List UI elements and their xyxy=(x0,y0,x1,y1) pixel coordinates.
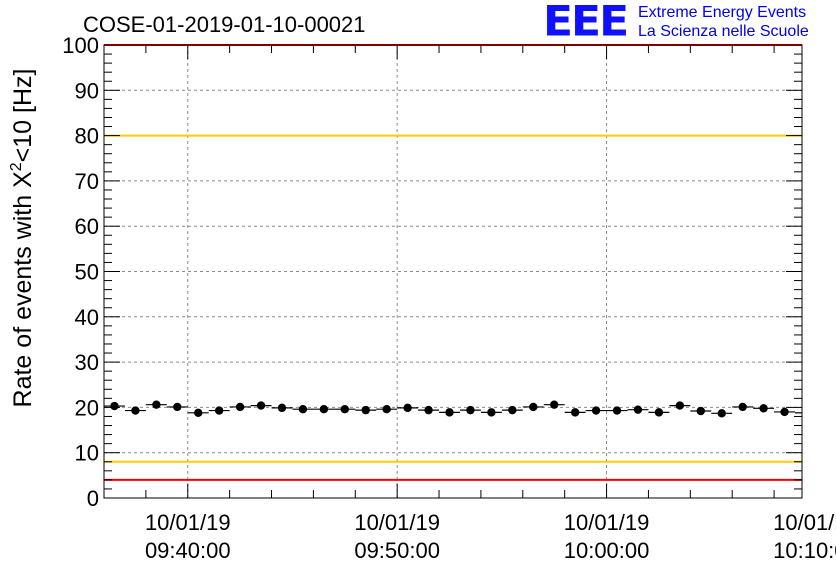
data-point xyxy=(256,401,266,410)
data-point xyxy=(424,405,433,415)
y-tick-label: 0 xyxy=(87,486,99,511)
data-point xyxy=(382,405,391,414)
data-point xyxy=(696,406,705,416)
y-tick-label: 50 xyxy=(75,260,99,285)
x-tick-label-date: 10/01/19 xyxy=(773,510,836,535)
x-tick-label-date: 10/01/19 xyxy=(354,510,440,535)
y-tick-label: 100 xyxy=(62,33,99,58)
data-point xyxy=(759,404,768,413)
data-point xyxy=(361,405,370,415)
data-point xyxy=(738,402,747,412)
data-point xyxy=(235,402,245,412)
data-point xyxy=(633,405,643,414)
x-tick-label-date: 10/01/19 xyxy=(145,510,231,535)
chart-title: COSE-01-2019-01-10-00021 xyxy=(83,12,366,37)
axes: 0 10 20 30 40 50 60 70 80 90 100 10/01/19 09:40:00 10… xyxy=(62,33,836,563)
data-point xyxy=(466,405,475,415)
y-tick-label: 10 xyxy=(75,441,99,466)
data-point xyxy=(110,401,119,411)
data-point xyxy=(508,405,517,415)
y-axis-label-base: Rate of events with X xyxy=(9,171,37,408)
x-tick-label-time: 09:40:00 xyxy=(145,538,231,563)
data-point xyxy=(487,408,496,417)
data-point xyxy=(591,406,601,415)
y-tick-label: 60 xyxy=(75,214,99,239)
data-point xyxy=(173,402,182,412)
y-tick-label: 70 xyxy=(75,169,99,194)
y-tick-label: 30 xyxy=(75,350,99,375)
data-point xyxy=(612,406,622,415)
data-point xyxy=(654,408,664,417)
eee-logo-mark: EEE xyxy=(543,0,629,46)
x-tick-label-time: 10:10:00 xyxy=(773,538,836,563)
data-point xyxy=(675,401,685,410)
grid-lines xyxy=(104,45,802,498)
data-point xyxy=(340,405,350,414)
y-axis-label: Rate of events with X2<10 [Hz] xyxy=(8,69,37,408)
eee-logo-line1: Extreme Energy Events xyxy=(638,4,807,21)
y-axis-label-sup: 2 xyxy=(8,162,25,171)
y-tick-label: 20 xyxy=(75,395,99,420)
data-point xyxy=(214,406,224,415)
data-point xyxy=(570,408,580,417)
data-point xyxy=(194,408,203,418)
data-point xyxy=(319,405,329,414)
data-series xyxy=(104,400,802,418)
y-tick-label: 80 xyxy=(75,124,99,149)
x-tick-label-time: 09:50:00 xyxy=(354,538,440,563)
data-point xyxy=(780,407,789,417)
data-point xyxy=(445,408,454,417)
y-axis-label-tail: <10 [Hz] xyxy=(9,69,37,163)
data-point xyxy=(550,400,559,409)
data-point xyxy=(277,403,287,413)
eee-logo-line2: La Scienza nelle Scuole xyxy=(638,23,809,40)
data-point xyxy=(529,402,538,412)
data-point xyxy=(717,409,726,418)
data-point xyxy=(298,405,308,414)
data-point xyxy=(152,400,161,409)
eee-logo: EEE Extreme Energy Events La Scienza nel… xyxy=(543,0,833,46)
data-point xyxy=(403,403,412,413)
x-tick-label-date: 10/01/19 xyxy=(564,510,650,535)
x-tick-label-time: 10:00:00 xyxy=(564,538,650,563)
data-point xyxy=(131,406,140,415)
y-tick-label: 90 xyxy=(75,78,99,103)
y-tick-label: 40 xyxy=(75,305,99,330)
